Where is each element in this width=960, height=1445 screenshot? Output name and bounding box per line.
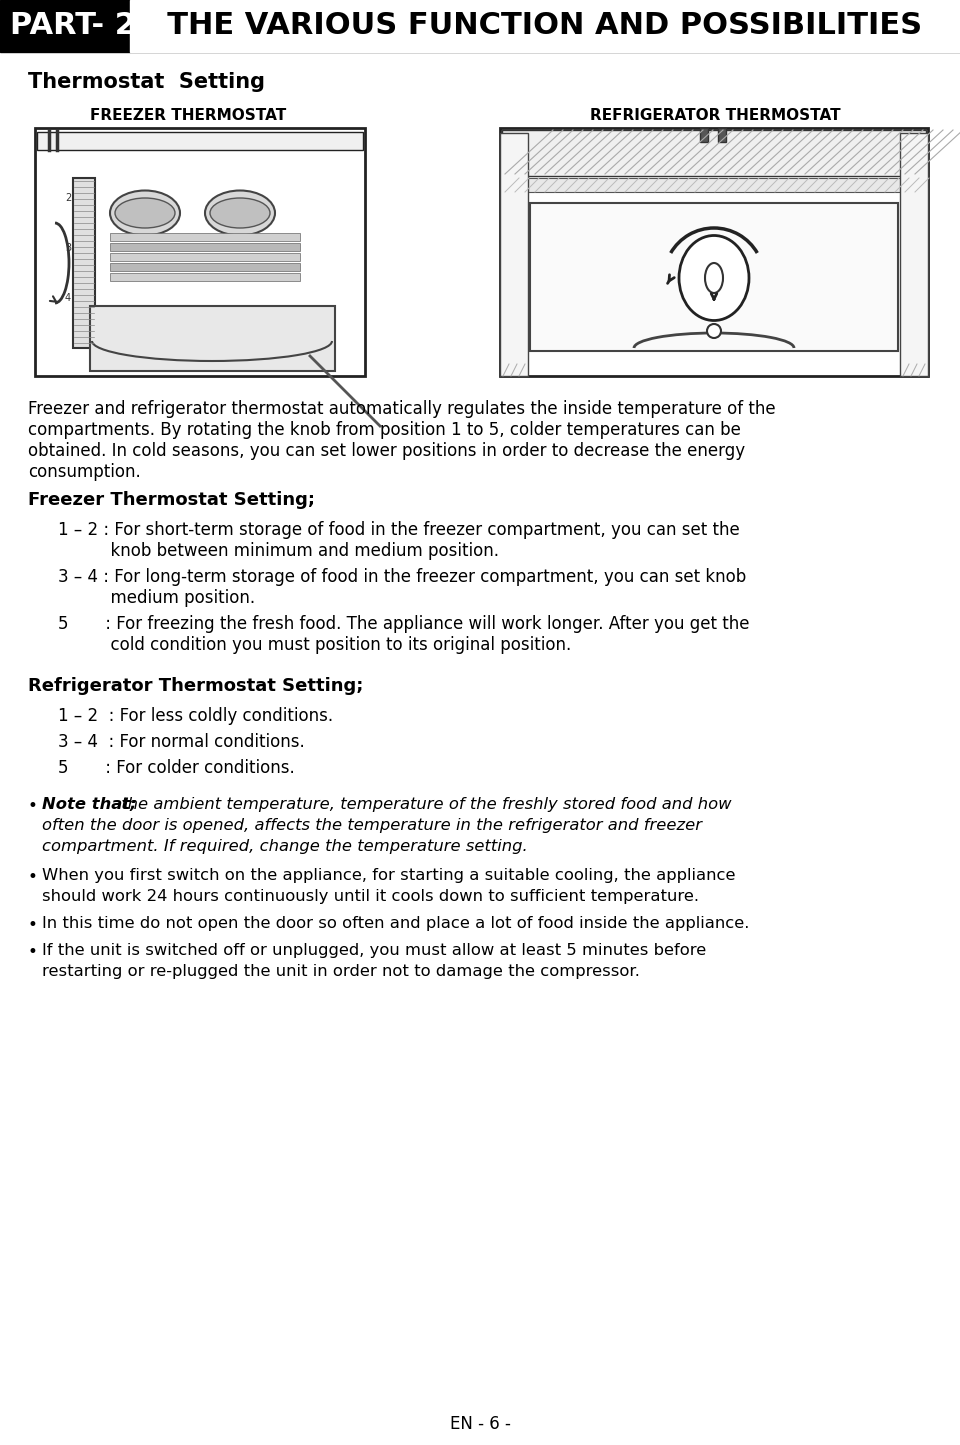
Text: EN - 6 -: EN - 6 -: [449, 1415, 511, 1433]
Circle shape: [707, 324, 721, 338]
Bar: [700, 129, 708, 142]
Ellipse shape: [205, 191, 275, 236]
Text: should work 24 hours continuously until it cools down to sufficient temperature.: should work 24 hours continuously until …: [42, 889, 699, 905]
Bar: [73, 178, 95, 348]
Bar: [90, 306, 335, 371]
Bar: [35, 129, 365, 376]
Text: 3: 3: [65, 243, 71, 253]
Bar: [530, 202, 898, 351]
Text: knob between minimum and medium position.: knob between minimum and medium position…: [58, 542, 499, 561]
Text: obtained. In cold seasons, you can set lower positions in order to decrease the : obtained. In cold seasons, you can set l…: [28, 442, 745, 460]
Bar: [502, 130, 926, 176]
Bar: [0, 0, 960, 52]
Text: Thermostat  Setting: Thermostat Setting: [28, 72, 265, 92]
Ellipse shape: [210, 198, 270, 228]
Text: restarting or re-plugged the unit in order not to damage the compressor.: restarting or re-plugged the unit in ord…: [42, 964, 640, 980]
Text: In this time do not open the door so often and place a lot of food inside the ap: In this time do not open the door so oft…: [42, 916, 750, 931]
Text: 3 – 4  : For normal conditions.: 3 – 4 : For normal conditions.: [58, 733, 304, 751]
Bar: [502, 178, 926, 192]
Text: the ambient temperature, temperature of the freshly stored food and how: the ambient temperature, temperature of …: [116, 798, 732, 812]
Text: compartment. If required, change the temperature setting.: compartment. If required, change the tem…: [42, 840, 528, 854]
Bar: [37, 131, 363, 150]
Text: 1 – 2  : For less coldly conditions.: 1 – 2 : For less coldly conditions.: [58, 707, 333, 725]
Text: cold condition you must position to its original position.: cold condition you must position to its …: [58, 636, 571, 655]
Text: 3 – 4 : For long-term storage of food in the freezer compartment, you can set kn: 3 – 4 : For long-term storage of food in…: [58, 568, 746, 587]
Text: Freezer and refrigerator thermostat automatically regulates the inside temperatu: Freezer and refrigerator thermostat auto…: [28, 400, 776, 418]
Text: If the unit is switched off or unplugged, you must allow at least 5 minutes befo: If the unit is switched off or unplugged…: [42, 944, 707, 958]
Text: consumption.: consumption.: [28, 462, 141, 481]
Bar: [130, 0, 960, 52]
Text: •: •: [28, 798, 43, 815]
Text: PART- 2.: PART- 2.: [10, 12, 148, 40]
Text: 2: 2: [64, 194, 71, 202]
Bar: [110, 243, 300, 251]
Ellipse shape: [110, 191, 180, 236]
Text: medium position.: medium position.: [58, 590, 255, 607]
Text: When you first switch on the appliance, for starting a suitable cooling, the app: When you first switch on the appliance, …: [42, 868, 735, 883]
Text: compartments. By rotating the knob from position 1 to 5, colder temperatures can: compartments. By rotating the knob from …: [28, 420, 741, 439]
Bar: [110, 233, 300, 241]
Bar: [110, 253, 300, 262]
Text: THE VARIOUS FUNCTION AND POSSIBILITIES: THE VARIOUS FUNCTION AND POSSIBILITIES: [146, 12, 923, 40]
Text: Freezer Thermostat Setting;: Freezer Thermostat Setting;: [28, 491, 315, 509]
Text: •: •: [28, 868, 37, 886]
Ellipse shape: [705, 263, 723, 293]
Ellipse shape: [679, 236, 749, 321]
Bar: [718, 129, 726, 142]
Bar: [110, 263, 300, 272]
Bar: [500, 133, 528, 376]
Bar: [500, 129, 928, 376]
Text: REFRIGERATOR THERMOSTAT: REFRIGERATOR THERMOSTAT: [589, 108, 840, 123]
Bar: [110, 273, 300, 280]
Ellipse shape: [115, 198, 175, 228]
Bar: [900, 133, 928, 376]
Text: 5       : For colder conditions.: 5 : For colder conditions.: [58, 759, 295, 777]
Text: •: •: [28, 944, 37, 961]
Text: Refrigerator Thermostat Setting;: Refrigerator Thermostat Setting;: [28, 678, 364, 695]
Text: often the door is opened, affects the temperature in the refrigerator and freeze: often the door is opened, affects the te…: [42, 818, 702, 832]
Text: •: •: [28, 916, 37, 933]
Text: FREEZER THERMOSTAT: FREEZER THERMOSTAT: [90, 108, 286, 123]
Text: 4: 4: [65, 293, 71, 303]
Text: 5       : For freezing the fresh food. The appliance will work longer. After you: 5 : For freezing the fresh food. The app…: [58, 616, 750, 633]
Text: 1 – 2 : For short-term storage of food in the freezer compartment, you can set t: 1 – 2 : For short-term storage of food i…: [58, 522, 740, 539]
Text: Note that;: Note that;: [42, 798, 136, 812]
